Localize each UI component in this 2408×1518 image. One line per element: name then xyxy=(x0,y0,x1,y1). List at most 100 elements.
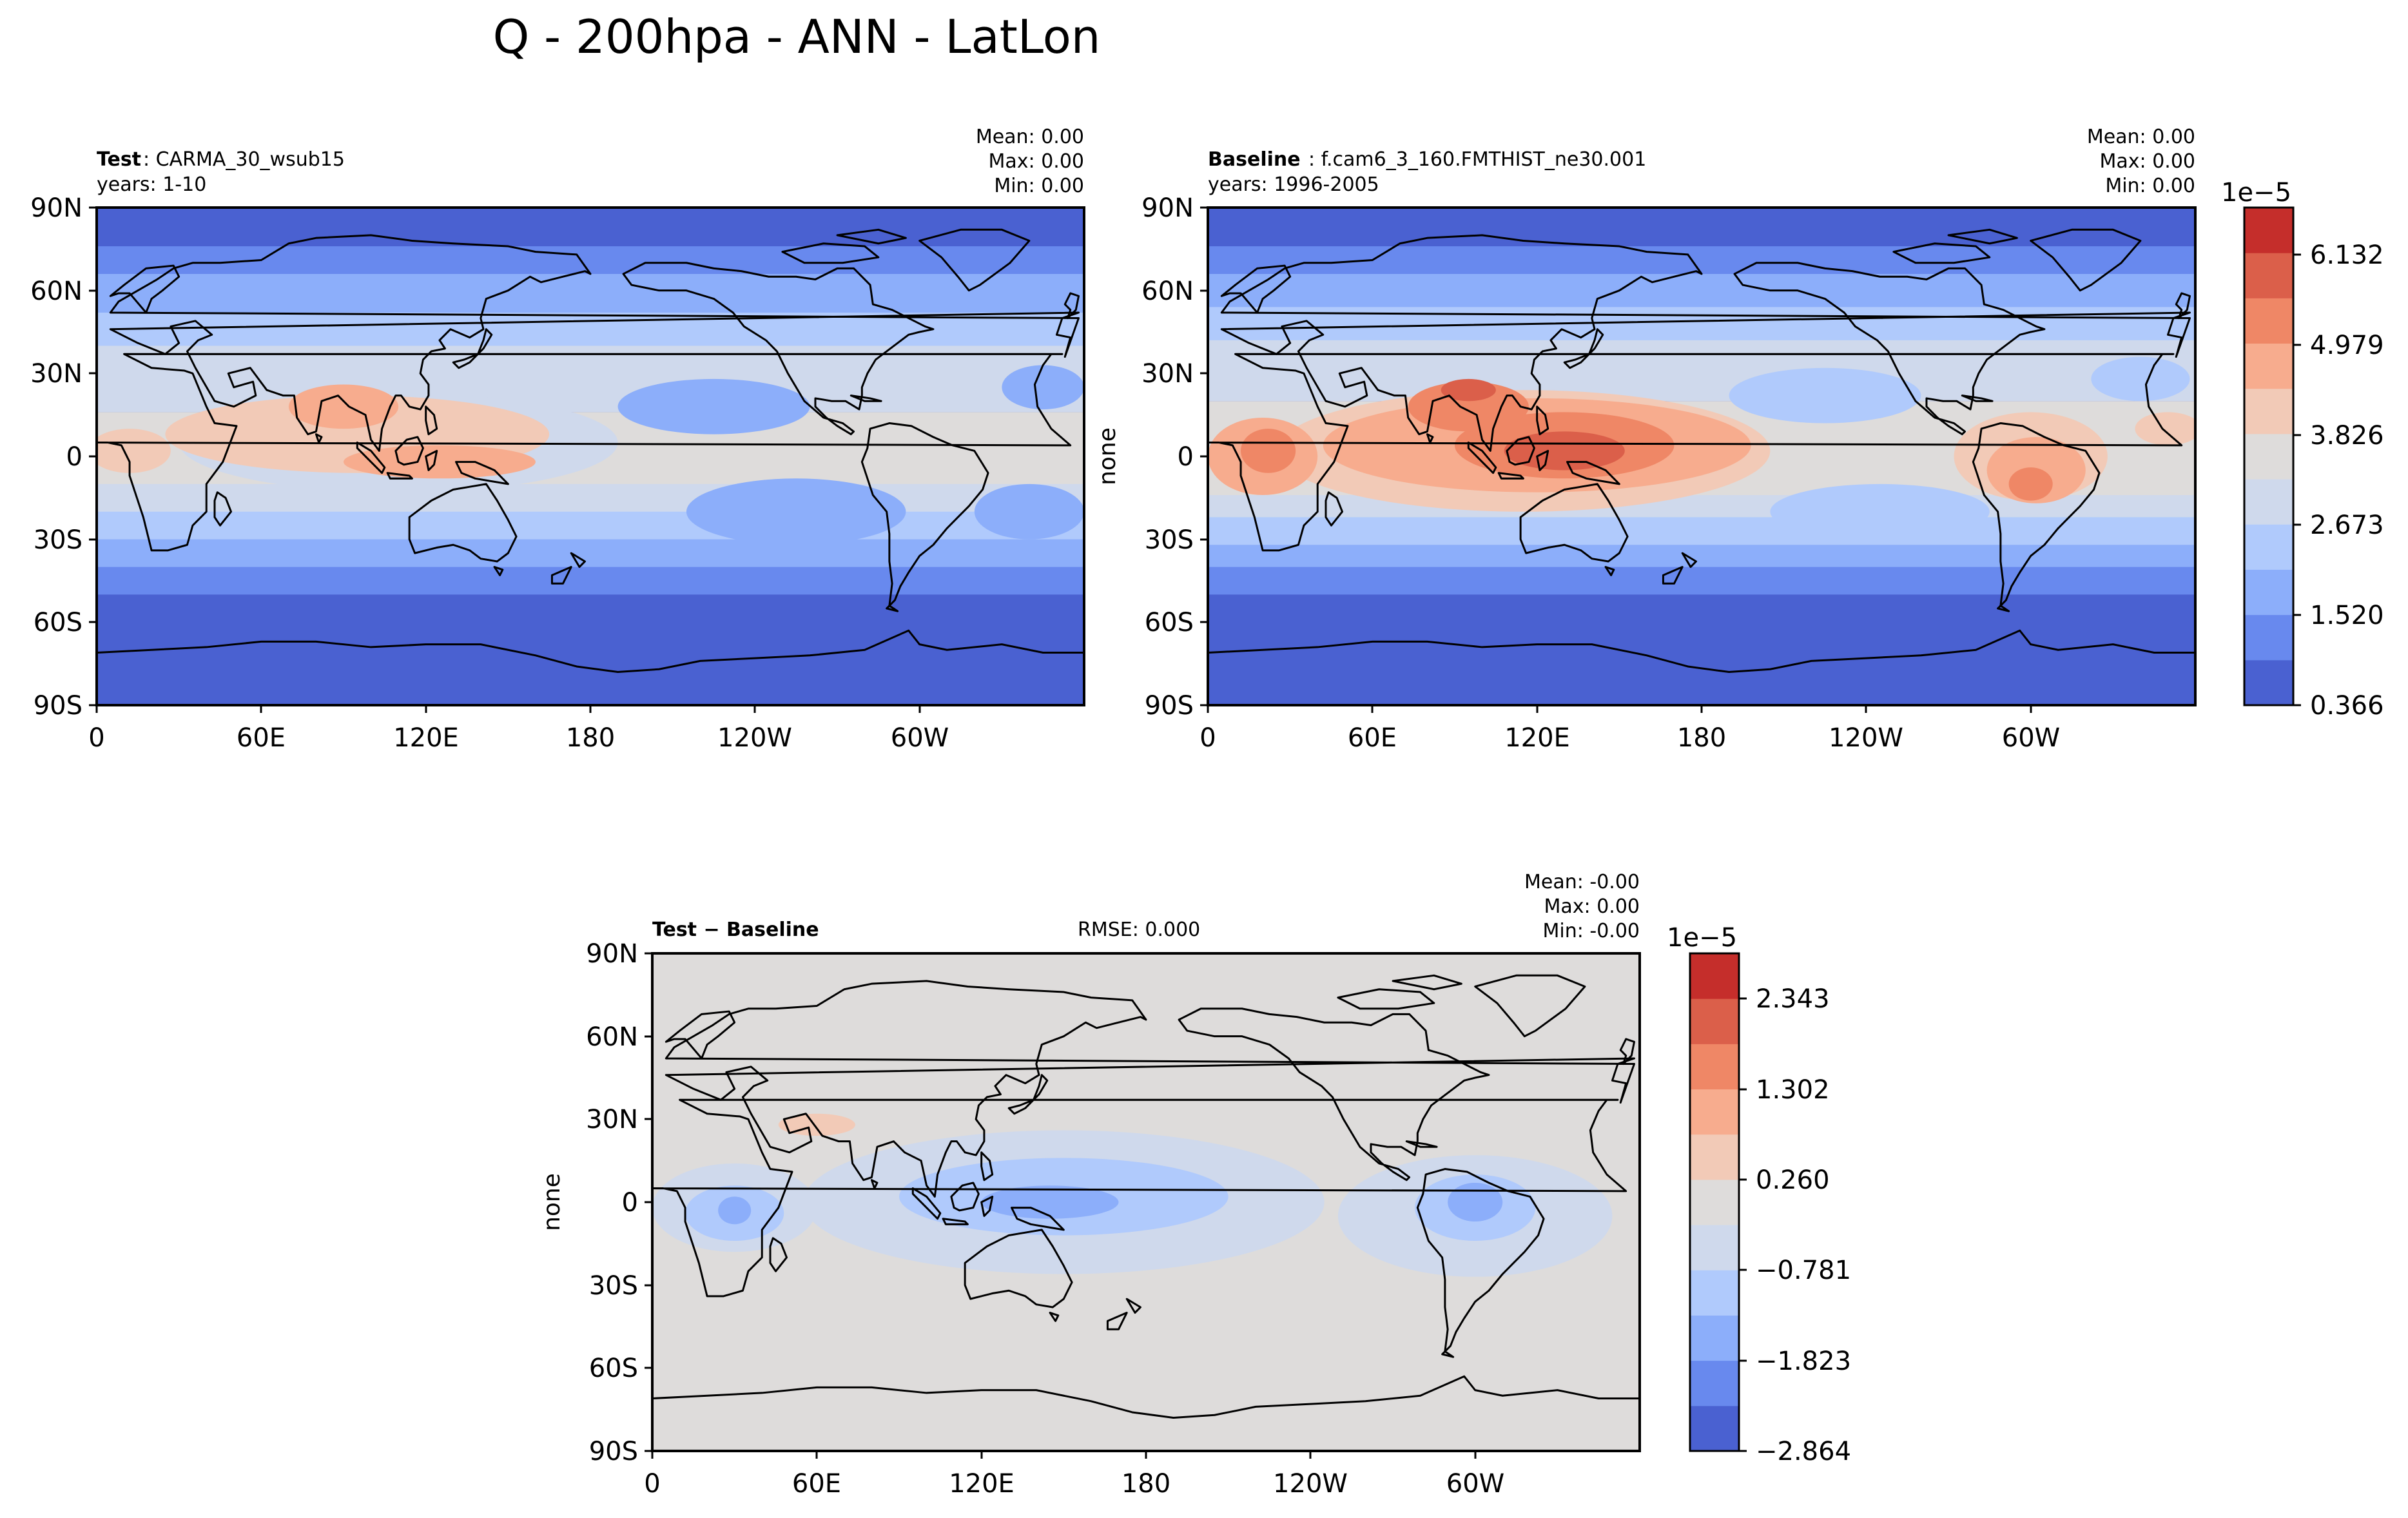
colorbar-bottom-tick: −1.823 xyxy=(1756,1347,1851,1376)
colorbar-top-cell xyxy=(2244,479,2293,525)
colorbar-bottom-tick: 2.343 xyxy=(1756,984,1830,1014)
test-y-axis: 90N 60N 30N 0 30S 60S 90S xyxy=(30,193,97,721)
colorbar-bottom-cell xyxy=(1690,1044,1739,1090)
diff-ylabel: none xyxy=(539,1173,565,1231)
colorbar-bottom-cell xyxy=(1690,1225,1739,1270)
diff-ytick: 0 xyxy=(622,1188,638,1218)
diff-xtick: 120E xyxy=(949,1469,1015,1499)
baseline-xtick: 120E xyxy=(1504,723,1570,753)
diff-ytick: 60S xyxy=(589,1354,638,1383)
test-years: years: 1-10 xyxy=(97,173,206,196)
baseline-ytick: 60S xyxy=(1145,608,1194,637)
baseline-xtick: 0 xyxy=(1199,723,1216,753)
colorbar-bottom-cell xyxy=(1690,1360,1739,1406)
colorbar-top-cell xyxy=(2244,614,2293,661)
baseline-ytick: 60N xyxy=(1141,277,1194,306)
baseline-ytick: 90N xyxy=(1141,193,1194,223)
colorbar-top-cell xyxy=(2244,343,2293,389)
colorbar-bottom-cell xyxy=(1690,1405,1739,1452)
colorbar-bottom-tick: 1.302 xyxy=(1756,1075,1830,1105)
test-xtick: 60E xyxy=(237,723,286,753)
test-xtick: 0 xyxy=(88,723,104,753)
diff-xtick: 0 xyxy=(644,1469,660,1499)
colorbar-top-cell xyxy=(2244,569,2293,616)
test-ytick: 30N xyxy=(30,359,83,389)
test-ytick: 30S xyxy=(34,525,83,555)
test-max: Max: 0.00 xyxy=(989,150,1084,173)
diff-xtick: 180 xyxy=(1121,1469,1170,1499)
baseline-xtick: 60E xyxy=(1348,723,1397,753)
diff-max: Max: 0.00 xyxy=(1544,895,1640,918)
baseline-xtick: 60W xyxy=(2002,723,2060,753)
diff-panel: Test − Baseline RMSE: 0.000 Mean: -0.00 … xyxy=(539,871,1851,1499)
baseline-ylabel: none xyxy=(1094,427,1121,485)
test-min: Min: 0.00 xyxy=(994,175,1084,197)
colorbar-bottom-cell xyxy=(1690,953,1739,999)
colorbar-top-tick: 0.366 xyxy=(2310,691,2384,721)
diff-rmse: RMSE: 0.000 xyxy=(1078,919,1200,941)
colorbar-top-cell xyxy=(2244,659,2293,706)
diff-xtick: 60W xyxy=(1446,1469,1504,1499)
diff-xtick: 120W xyxy=(1273,1469,1348,1499)
baseline-ytick: 30S xyxy=(1145,525,1194,555)
test-ytick: 90N xyxy=(30,193,83,223)
colorbar-top-tick: 4.979 xyxy=(2310,331,2384,360)
colorbar-bottom-cell xyxy=(1690,1270,1739,1316)
baseline-panel: Baseline : f.cam6_3_160.FMTHIST_ne30.001… xyxy=(1094,126,2384,753)
colorbar-top-tick: 3.826 xyxy=(2310,421,2384,451)
colorbar-top-cell xyxy=(2244,524,2293,570)
colorbar-bottom-cell xyxy=(1690,998,1739,1044)
baseline-xtick: 120W xyxy=(1829,723,1903,753)
colorbar-top-cell xyxy=(2244,208,2293,253)
figure-title: Q - 200hpa - ANN - LatLon xyxy=(493,10,1101,64)
colorbar-bottom-cell xyxy=(1690,1089,1739,1135)
colorbar-bottom-cell xyxy=(1690,1315,1739,1361)
colorbar-bottom-tick: −0.781 xyxy=(1756,1256,1851,1285)
colorbar-bottom: 1e−5 2.343 1.302 0.260 −0.781 −1.823 −2.… xyxy=(1667,923,1851,1466)
baseline-y-axis: 90N 60N 30N 0 30S 60S 90S xyxy=(1141,193,1208,721)
baseline-mean: Mean: 0.00 xyxy=(2087,126,2195,148)
colorbar-bottom-tick: −2.864 xyxy=(1756,1437,1851,1466)
baseline-ytick: 90S xyxy=(1145,691,1194,721)
test-xtick: 120W xyxy=(717,723,792,753)
diff-ytick: 90S xyxy=(589,1437,638,1466)
diff-ytick: 60N xyxy=(586,1022,638,1052)
diff-x-axis: 0 60E 120E 180 120W 60W xyxy=(644,1451,1504,1499)
colorbar-top-offset: 1e−5 xyxy=(2221,178,2291,208)
colorbar-top-cell xyxy=(2244,253,2293,298)
diff-y-axis: 90N 60N 30N 0 30S 60S 90S xyxy=(586,939,652,1466)
baseline-years: years: 1996-2005 xyxy=(1208,173,1379,196)
test-xtick: 120E xyxy=(393,723,459,753)
diff-label: Test − Baseline xyxy=(652,919,819,941)
colorbar-top-cell xyxy=(2244,298,2293,344)
colorbar-top-tick: 6.132 xyxy=(2310,240,2384,270)
colorbar-top: 1e−5 6.132 4.979 3.826 2.673 1.520 0.366 xyxy=(2221,178,2384,721)
test-ytick: 0 xyxy=(66,442,83,472)
baseline-ytick: 30N xyxy=(1141,359,1194,389)
diff-mean: Mean: -0.00 xyxy=(1524,871,1640,893)
diff-xtick: 60E xyxy=(792,1469,841,1499)
test-label-rest: : CARMA_30_wsub15 xyxy=(143,148,345,171)
test-xtick: 60W xyxy=(891,723,949,753)
test-mean: Mean: 0.00 xyxy=(976,126,1084,148)
baseline-xtick: 180 xyxy=(1677,723,1726,753)
colorbar-top-tick: 1.520 xyxy=(2310,601,2384,630)
colorbar-top-tick: 2.673 xyxy=(2310,511,2384,540)
baseline-ytick: 0 xyxy=(1178,442,1194,472)
test-ytick: 90S xyxy=(34,691,83,721)
diff-ytick: 30N xyxy=(586,1105,638,1134)
baseline-min: Min: 0.00 xyxy=(2105,175,2195,197)
diff-ytick: 90N xyxy=(586,939,638,969)
colorbar-top-cell xyxy=(2244,433,2293,480)
baseline-label-bold: Baseline xyxy=(1208,148,1301,171)
colorbar-top-cell xyxy=(2244,388,2293,434)
colorbar-bottom-cell xyxy=(1690,1179,1739,1225)
baseline-x-axis: 0 60E 120E 180 120W 60W xyxy=(1199,705,2060,753)
diff-ytick: 30S xyxy=(589,1271,638,1301)
test-xtick: 180 xyxy=(566,723,615,753)
colorbar-bottom-tick: 0.260 xyxy=(1756,1165,1830,1195)
baseline-max: Max: 0.00 xyxy=(2100,150,2195,173)
test-label-bold: Test xyxy=(97,148,141,171)
colorbar-bottom-cell xyxy=(1690,1134,1739,1180)
